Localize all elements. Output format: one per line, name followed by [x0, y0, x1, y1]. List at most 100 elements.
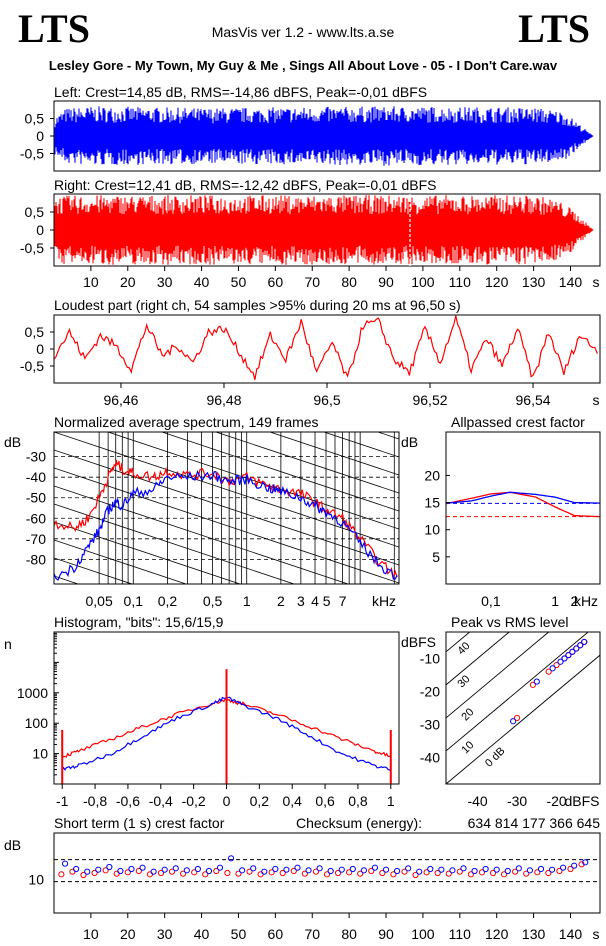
peakrms-ytick-label: -30	[420, 717, 440, 733]
shortcrest-point-right	[146, 871, 154, 878]
histogram-title: Histogram, "bits": 15,6/15,9	[54, 614, 224, 630]
shortcrest-point-left	[526, 867, 534, 874]
shortcrest-point-left	[95, 866, 102, 873]
shortcrest-point-right	[401, 868, 408, 875]
peakrms-ylabel: dBFS	[401, 634, 436, 650]
shortcrest-point-right	[102, 867, 109, 874]
shortcrest-point-right	[556, 867, 563, 875]
shortcrest-point-right	[323, 871, 331, 878]
shortcrest-point-left	[139, 864, 146, 871]
time-xtick-label: 90	[378, 274, 394, 290]
loudest-xtick-label: 96,46	[103, 392, 138, 408]
spectrum-diagonal	[214, 432, 399, 494]
shortcrest-point-right	[135, 867, 142, 875]
shortcrest-point-left	[117, 867, 124, 875]
shortcrest-point-left	[283, 866, 290, 873]
shortcrest-xtick-label: 120	[485, 926, 509, 942]
peakrms-xtick-unit: dBFS	[564, 793, 599, 809]
crest-ytick-label: 20	[424, 467, 440, 483]
left-waveform-waveform	[54, 106, 594, 166]
shortcrest-point-right	[467, 871, 474, 878]
peakrms-point-left	[533, 678, 540, 685]
time-xtick-label: 130	[522, 274, 546, 290]
time-xtick-label: 40	[194, 274, 210, 290]
shortcrest-point-right	[489, 869, 497, 877]
crest-ytick-label: 10	[424, 522, 440, 538]
shortcrest-point-left	[305, 867, 312, 874]
shortcrest-xtick-label: 50	[231, 926, 247, 942]
shortcrest-point-right	[346, 869, 353, 876]
spectrum-xtick-label: 0,1	[124, 593, 144, 609]
crest-xtick-label: 0,1	[481, 593, 501, 609]
peakrms-point-right	[529, 681, 536, 688]
shortcrest-point-right	[113, 870, 120, 877]
shortcrest-point-left	[338, 866, 345, 873]
right-waveform-ytick-label: 0,5	[25, 204, 45, 220]
time-xtick-label: 80	[341, 274, 357, 290]
shortcrest-point-left	[161, 866, 168, 873]
spectrum-xtick-label: 1	[243, 593, 251, 609]
spectrum-series-left	[54, 470, 398, 581]
shortcrest-point-right	[545, 869, 552, 877]
logo-left: LTS	[18, 6, 90, 51]
shortcrest-point-right	[312, 868, 320, 875]
histogram-xtick-label: -0,2	[182, 793, 206, 809]
shortcrest-point-left	[537, 865, 545, 873]
histogram-ytick-label: 10	[32, 746, 48, 762]
spectrum-ytick-label: -50	[26, 490, 46, 506]
time-xtick-label: 10	[83, 274, 99, 290]
histogram-xtick-label: 1	[387, 793, 395, 809]
shortcrest-point-left	[371, 864, 379, 871]
peakrms-point-right	[513, 714, 521, 722]
histogram-ytick-label: 100	[25, 715, 49, 731]
peakrms-xtick-label: -40	[467, 793, 487, 809]
peakrms-diagonal-label: 20	[459, 706, 476, 723]
shortcrest-xtick-label: 60	[268, 926, 284, 942]
shortcrest-point-left	[560, 864, 567, 871]
peakrms-diagonal-label: 40	[455, 640, 472, 657]
histogram-xtick-label: 0	[223, 793, 231, 809]
loudest-xtick-unit: s	[593, 392, 600, 408]
spectrum-ytick-label: -60	[26, 510, 46, 526]
shortcrest-point-right	[224, 869, 231, 877]
shortcrest-xtick-label: 130	[522, 926, 546, 942]
shortcrest-point-right	[91, 869, 98, 877]
shortcrest-point-right	[279, 869, 286, 877]
crest-xtick-label: 1	[551, 593, 559, 609]
shortcrest-point-right	[235, 870, 242, 877]
peakrms-point-left	[569, 648, 576, 655]
shortcrest-point-right	[334, 869, 342, 877]
shortcrest-point-right	[301, 870, 308, 877]
shortcrest-point-left	[128, 865, 135, 873]
shortcrest-point-left	[294, 864, 301, 871]
time-xtick-label: 50	[231, 274, 247, 290]
histogram-xtick-label: -0,6	[116, 793, 140, 809]
shortcrest-point-left	[571, 862, 578, 869]
spectrum-diagonal	[54, 503, 296, 584]
peakrms-diagonal-label: 0 dB	[483, 745, 507, 769]
shortcrest-xtick-label: 100	[411, 926, 435, 942]
shortcrest-point-left	[504, 867, 511, 875]
peakrms-point-left	[549, 665, 556, 672]
right-waveform-ytick-label: -0,5	[20, 240, 44, 256]
histogram-xtick-label: -0,8	[83, 793, 107, 809]
shortcrest-point-right	[390, 871, 397, 878]
shortcrest-point-left	[471, 867, 478, 875]
shortcrest-point-left	[272, 865, 279, 873]
shortcrest-xtick-label: 90	[378, 926, 394, 942]
spectrum-ytick-label: -30	[26, 449, 46, 465]
app-title: MasVis ver 1.2 - www.lts.a.se	[211, 24, 395, 40]
peakrms-plot	[446, 632, 600, 784]
left-waveform-title: Left: Crest=14,85 dB, RMS=-14,86 dBFS, P…	[54, 84, 427, 100]
shortcrest-point-right	[412, 871, 419, 879]
shortcrest-point-right	[534, 869, 541, 876]
time-xtick-label: 110	[449, 274, 472, 290]
shortcrest-point-right	[478, 869, 486, 876]
spectrum-series-right	[54, 459, 398, 578]
shortcrest-point-right	[357, 870, 364, 877]
shortcrest-point-right	[456, 868, 463, 875]
shortcrest-xtick-label: 40	[194, 926, 210, 942]
time-xtick-label: 20	[120, 274, 136, 290]
histogram-xtick-label: 0,4	[282, 793, 302, 809]
peakrms-ytick-label: -40	[420, 750, 440, 766]
